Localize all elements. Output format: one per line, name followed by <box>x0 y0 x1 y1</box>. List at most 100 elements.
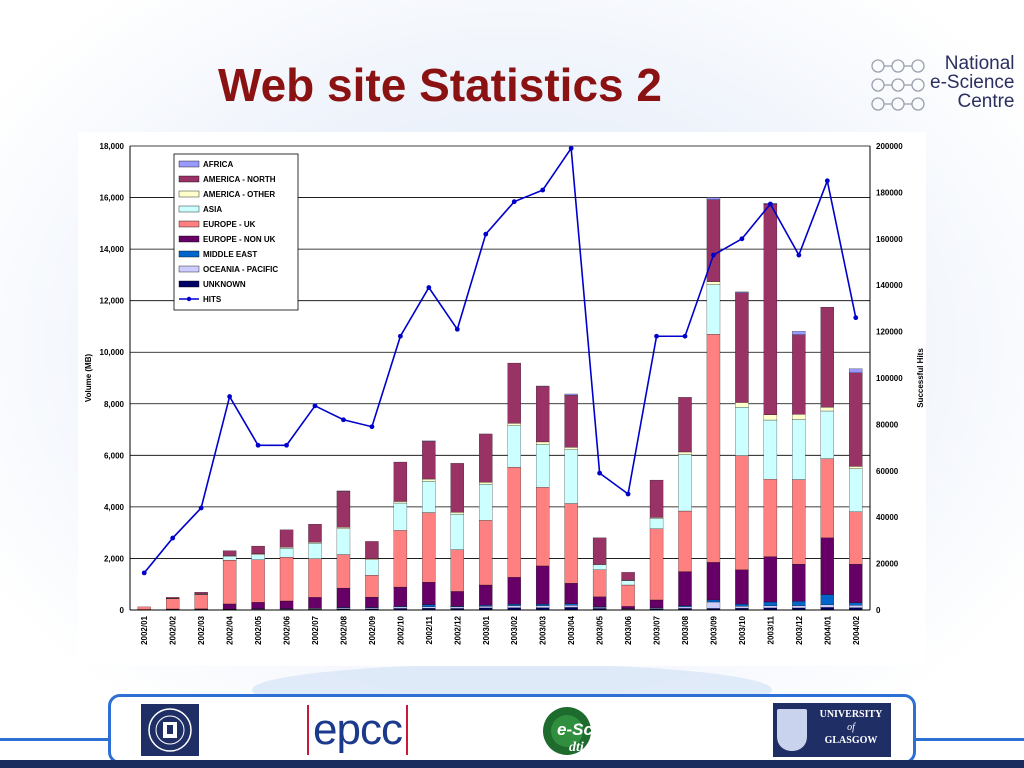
bar-segment <box>365 575 379 598</box>
bar-segment <box>279 600 294 609</box>
bar-segment <box>706 284 721 335</box>
nesc-line-1: National <box>944 53 1015 74</box>
escience-wordmark: e-Science <box>557 720 637 739</box>
bar-segment <box>336 528 351 555</box>
bar-segment <box>365 558 379 560</box>
bar-segment <box>222 603 237 610</box>
bar-segment <box>792 419 806 480</box>
bar-segment <box>678 451 692 455</box>
bar-segment <box>507 605 521 608</box>
bar-segment <box>678 606 692 609</box>
bar-segment <box>137 606 151 610</box>
legend-swatch <box>178 280 200 288</box>
bar-segment <box>450 513 464 550</box>
y2-axis-label: Successful Hits <box>916 348 925 408</box>
x-tick-label: 2003/06 <box>624 615 633 644</box>
x-tick-label: 2003/08 <box>681 615 690 644</box>
hits-point <box>853 315 859 321</box>
escience-dti-logo: e-Science dti <box>541 703 651 759</box>
bar-segment <box>592 564 607 570</box>
bar-segment <box>564 605 578 608</box>
bar-segment <box>422 480 436 513</box>
bar-segment <box>592 596 607 607</box>
bar-segment <box>592 537 607 565</box>
y-tick-label: 12,000 <box>100 297 125 306</box>
hits-point <box>198 505 204 511</box>
y2-tick-label: 180000 <box>876 188 903 197</box>
footer-rule-right <box>916 738 1024 741</box>
bar-segment <box>393 461 408 502</box>
bar-segment <box>279 529 294 548</box>
bar-segment <box>393 586 408 607</box>
hits-point <box>739 236 745 242</box>
legend-entry: MIDDLE EAST <box>203 250 257 259</box>
legend-swatch <box>178 160 200 168</box>
bar-segment <box>820 306 834 408</box>
bar-segment <box>849 563 863 603</box>
y2-tick-label: 40000 <box>876 513 899 522</box>
bar-segment <box>792 563 806 602</box>
bar-segment <box>166 597 180 599</box>
bar-segment <box>507 577 521 605</box>
bar-segment <box>849 466 863 469</box>
legend-swatch <box>178 235 200 243</box>
bar-segment <box>564 447 578 450</box>
university-of-edinburgh-crest-icon <box>141 704 199 756</box>
bar-segment <box>763 601 778 607</box>
x-tick-label: 2002/07 <box>311 615 320 644</box>
bar-segment <box>365 607 379 610</box>
nesc-line-3: Centre <box>957 91 1015 112</box>
x-tick-label: 2002/02 <box>169 615 178 644</box>
bar-segment <box>849 605 863 608</box>
bar-segment <box>251 559 265 603</box>
bar-segment <box>706 599 721 603</box>
dti-wordmark: dti <box>569 740 584 755</box>
hits-point <box>454 326 460 332</box>
bar-segment <box>592 569 607 597</box>
bar-segment <box>479 520 493 586</box>
legend-line-marker <box>186 296 192 302</box>
hits-point <box>369 424 375 430</box>
x-tick-label: 2002/09 <box>368 615 377 644</box>
bar-segment <box>621 584 635 607</box>
legend-swatch <box>178 175 200 183</box>
bar-segment <box>735 603 749 607</box>
bar-segment <box>308 543 322 559</box>
bar-segment <box>649 479 664 518</box>
bar-segment <box>507 423 521 426</box>
hits-point <box>511 199 517 205</box>
bar-segment <box>251 554 265 560</box>
stacked-bar-line-chart: 0 2,000 4,000 6,000 8,000 10,000 12,000 14,000 1… <box>84 142 925 645</box>
y-tick-label: 4,000 <box>104 503 125 512</box>
bar-segment <box>536 565 550 605</box>
bar-segment <box>849 602 863 606</box>
legend-entry: OCEANIA - PACIFIC <box>203 265 278 274</box>
bar-segment <box>222 559 237 605</box>
bar-segment <box>735 569 749 605</box>
hits-point <box>597 470 603 476</box>
x-tick-label: 2003/01 <box>482 615 491 644</box>
bar-segment <box>792 331 806 335</box>
bar-segment <box>536 603 550 606</box>
bar-segment <box>507 362 521 424</box>
x-tick-label: 2002/03 <box>197 615 206 644</box>
bar-segment <box>763 556 778 603</box>
legend-swatch <box>178 220 200 228</box>
hits-point <box>426 285 432 290</box>
bar-segment <box>336 607 351 610</box>
bar-segment <box>279 548 294 558</box>
x-tick-label: 2002/12 <box>453 615 462 644</box>
bar-segment <box>792 479 806 565</box>
bar-segment <box>735 407 749 456</box>
bar-segment <box>649 517 664 519</box>
bar-segment <box>194 594 208 609</box>
x-tick-label: 2003/04 <box>567 615 576 644</box>
nesc-line-2: e-Science <box>930 72 1015 93</box>
bar-segment <box>820 410 834 459</box>
glasgow-line-2: of <box>847 722 855 733</box>
bar-segment <box>422 512 436 583</box>
bar-segment <box>308 597 322 609</box>
bar-segment <box>194 592 208 595</box>
x-tick-label: 2003/05 <box>596 615 605 644</box>
bar-segment <box>222 550 237 556</box>
